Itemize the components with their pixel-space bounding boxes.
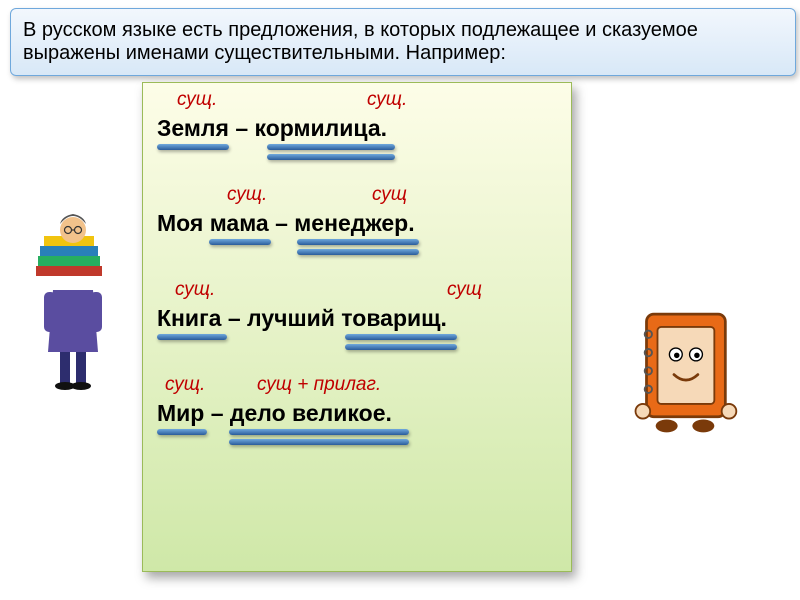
subject-underline bbox=[209, 239, 271, 245]
predicate-underline-bar bbox=[229, 429, 409, 435]
annotation-row: сущ. сущ bbox=[157, 279, 557, 303]
sentence-text: Книга – лучший товарищ. bbox=[157, 305, 557, 332]
annotation-predicate: сущ + прилаг. bbox=[257, 374, 381, 396]
predicate-underline-bar bbox=[267, 154, 395, 160]
annotation-predicate: сущ. bbox=[367, 89, 407, 111]
underline-row bbox=[157, 142, 557, 168]
annotation-subject: сущ. bbox=[177, 89, 217, 111]
predicate-underline-bar bbox=[297, 239, 419, 245]
header-box: В русском языке есть предложения, в кото… bbox=[10, 8, 796, 76]
annotation-subject: сущ. bbox=[175, 279, 215, 301]
example-block: сущ. сущ + прилаг. Мир – дело великое. bbox=[157, 374, 557, 453]
sentence-text: Моя мама – менеджер. bbox=[157, 210, 557, 237]
annotation-subject: сущ. bbox=[165, 374, 205, 396]
underline-row bbox=[157, 332, 557, 358]
predicate-underline-bar bbox=[345, 334, 457, 340]
subject-underline bbox=[157, 334, 227, 340]
predicate-underline-bar bbox=[229, 439, 409, 445]
example-box: сущ. сущ. Земля – кормилица. сущ. сущ Моя мам… bbox=[142, 82, 572, 572]
predicate-underline-bar bbox=[297, 249, 419, 255]
sentence-text: Земля – кормилица. bbox=[157, 115, 557, 142]
annotation-subject: сущ. bbox=[227, 184, 267, 206]
example-block: сущ. сущ Моя мама – менеджер. bbox=[157, 184, 557, 263]
predicate-underline bbox=[297, 239, 419, 255]
book-icon bbox=[630, 300, 740, 445]
sentence-text: Мир – дело великое. bbox=[157, 400, 557, 427]
underline-row bbox=[157, 237, 557, 263]
example-block: сущ. сущ Книга – лучший товарищ. bbox=[157, 279, 557, 358]
annotation-row: сущ. сущ. bbox=[157, 89, 557, 113]
annotation-predicate: сущ bbox=[372, 184, 407, 206]
header-text: В русском языке есть предложения, в кото… bbox=[23, 19, 698, 64]
annotation-row: сущ. сущ bbox=[157, 184, 557, 208]
underline-row bbox=[157, 427, 557, 453]
predicate-underline bbox=[229, 429, 409, 445]
predicate-underline-bar bbox=[267, 144, 395, 150]
predicate-underline bbox=[267, 144, 395, 160]
predicate-underline-bar bbox=[345, 344, 457, 350]
subject-underline bbox=[157, 429, 207, 435]
annotation-predicate: сущ bbox=[447, 279, 482, 301]
annotation-row: сущ. сущ + прилаг. bbox=[157, 374, 557, 398]
subject-underline bbox=[157, 144, 229, 150]
predicate-underline bbox=[345, 334, 457, 350]
example-block: сущ. сущ. Земля – кормилица. bbox=[157, 89, 557, 168]
teacher-icon bbox=[18, 210, 128, 395]
